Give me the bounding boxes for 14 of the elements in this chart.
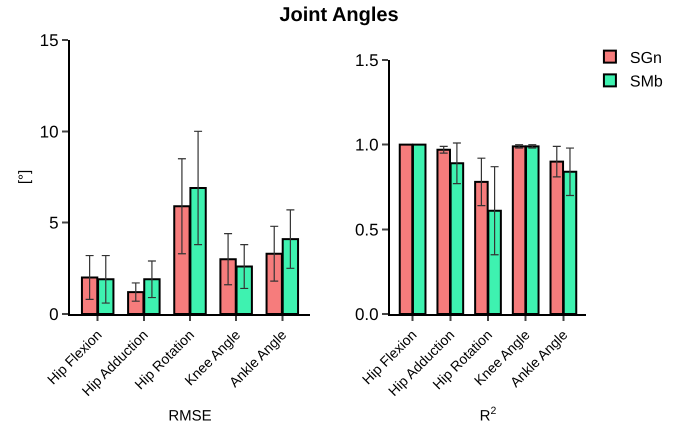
x-axis-title: RMSE (168, 407, 212, 424)
y-tick-label: 15 (40, 30, 59, 50)
y-tick-label: 0.0 (354, 304, 379, 324)
legend-label: SGn (630, 50, 662, 67)
y-tick-label: 1.0 (354, 136, 379, 155)
y-tick-label: 10 (40, 122, 59, 142)
y-tick-label: 1.5 (354, 50, 379, 70)
legend-label: SMb (630, 74, 663, 91)
y-tick-label: 0.5 (354, 220, 379, 240)
y-tick-label: 0 (49, 304, 59, 324)
chart-title: Joint Angles (278, 4, 400, 27)
x-axis-title: R$^{2}$ (480, 405, 496, 424)
y-tick-label: 5 (49, 214, 59, 233)
y-axis-title: [°] (16, 170, 33, 184)
